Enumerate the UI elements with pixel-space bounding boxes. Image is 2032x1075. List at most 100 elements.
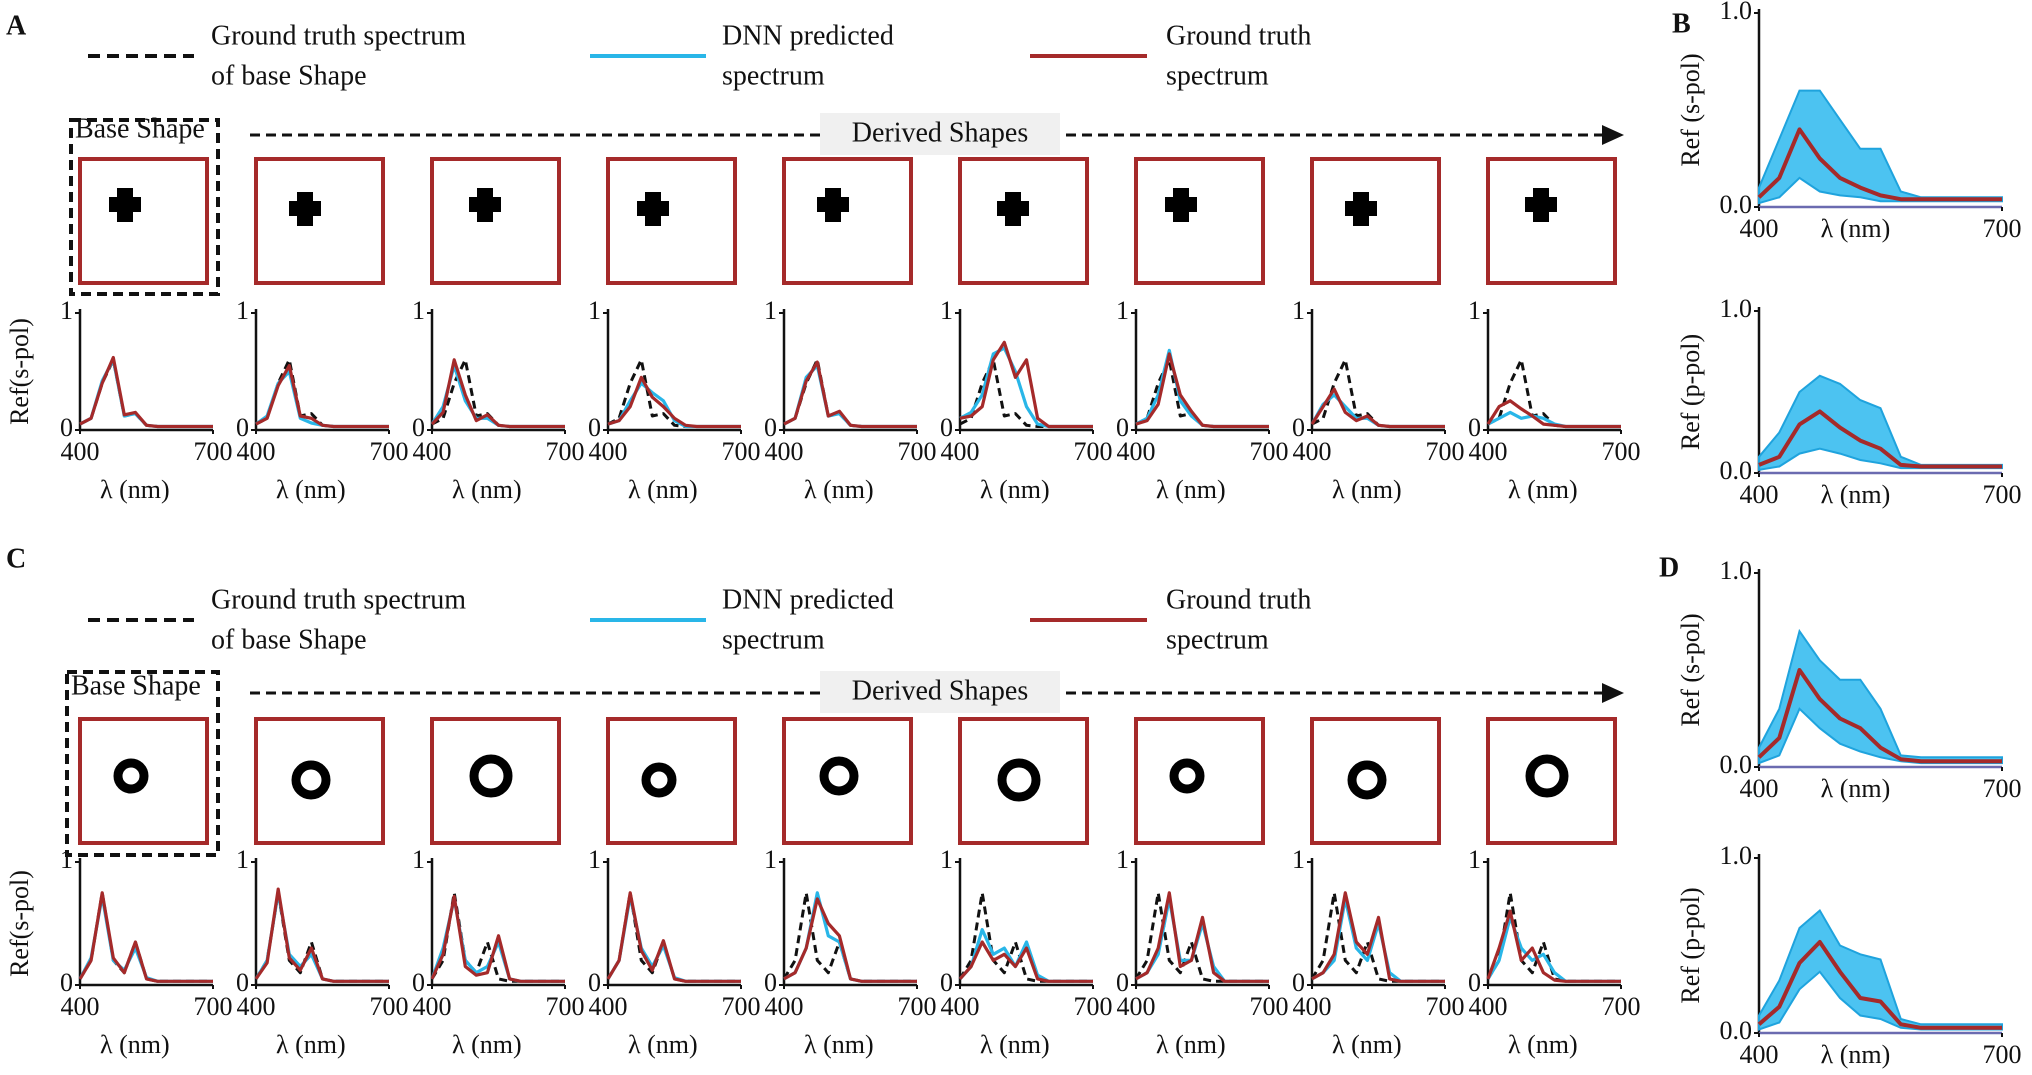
band-area — [1758, 628, 2003, 765]
x-tick-label: 700 — [1250, 437, 1289, 466]
x-tick-label: 400 — [1293, 437, 1332, 466]
y-axis-label: Ref(s-pol) — [5, 318, 34, 425]
series-line — [1310, 393, 1445, 429]
shape-frame — [254, 157, 385, 285]
panel-label: C — [6, 543, 26, 574]
y-tick-label: 0 — [1468, 413, 1481, 442]
x-tick-label: 700 — [1602, 992, 1641, 1021]
series-line — [430, 358, 565, 429]
y-tick-label: 0 — [940, 413, 953, 442]
x-axis-label: λ (nm) — [1821, 1040, 1891, 1069]
legend-label: spectrum — [722, 60, 825, 91]
shape-frame — [1486, 717, 1617, 845]
y-tick-label: 1 — [764, 296, 777, 325]
shape-blob — [997, 201, 1029, 216]
x-tick-label: 700 — [1426, 437, 1465, 466]
y-tick-label: 0.0 — [1720, 1016, 1753, 1045]
y-tick-label: 0 — [236, 968, 249, 997]
y-tick-label: 0 — [1116, 413, 1129, 442]
series-line — [959, 340, 1093, 429]
series-line — [1486, 909, 1621, 983]
shape-frame — [958, 157, 1089, 285]
x-axis-label: λ (nm) — [980, 475, 1050, 504]
derived-label-bg — [820, 113, 1060, 155]
x-tick-label: 400 — [589, 992, 628, 1021]
y-tick-label: 0 — [764, 968, 777, 997]
x-axis-label: λ (nm) — [100, 1030, 170, 1059]
mean-line — [1757, 940, 2002, 1030]
x-axis-label: λ (nm) — [100, 475, 170, 504]
y-tick-label: 1 — [60, 845, 73, 874]
shape-frame — [958, 717, 1089, 845]
legend-label: of base Shape — [211, 624, 367, 655]
series-line — [79, 355, 213, 429]
x-axis-label: λ (nm) — [1508, 475, 1578, 504]
series-line — [254, 887, 389, 983]
x-tick-label: 400 — [1117, 437, 1156, 466]
x-tick-label: 700 — [1983, 1040, 2022, 1069]
shape-ring — [997, 758, 1041, 802]
shape-blob — [1165, 197, 1197, 212]
shape-ring — [1169, 758, 1205, 794]
series-line — [1310, 891, 1445, 983]
shape-blob — [1525, 197, 1557, 212]
y-tick-label: 1 — [1116, 296, 1129, 325]
shape-frame — [430, 157, 561, 285]
legend-label: DNN predicted — [722, 584, 894, 615]
shape-frame — [1310, 157, 1441, 285]
series-line — [783, 891, 917, 983]
x-tick-label: 400 — [941, 437, 980, 466]
y-tick-label: 0.0 — [1720, 456, 1753, 485]
base-shape-frame — [69, 118, 220, 296]
mean-line — [1757, 668, 2002, 764]
shape-frame — [606, 717, 737, 845]
legend-label: spectrum — [1166, 60, 1269, 91]
y-tick-label: 0.0 — [1720, 190, 1753, 219]
x-tick-label: 400 — [61, 437, 100, 466]
x-axis-label: λ (nm) — [1332, 1030, 1402, 1059]
derived-label-bg — [820, 671, 1060, 713]
x-tick-label: 400 — [765, 992, 804, 1021]
y-tick-label: 0.0 — [1720, 750, 1753, 779]
series-line — [430, 894, 565, 983]
series-line — [607, 375, 741, 429]
series-line — [958, 940, 1093, 983]
series-line — [783, 897, 917, 983]
y-tick-label: 0 — [60, 413, 73, 442]
x-tick-label: 700 — [370, 437, 409, 466]
series-line — [1486, 399, 1621, 429]
series-line — [1135, 891, 1269, 983]
x-axis-label: λ (nm) — [1821, 214, 1891, 243]
x-tick-label: 700 — [1983, 214, 2022, 243]
series-line — [1310, 387, 1445, 429]
x-tick-label: 700 — [1074, 437, 1113, 466]
x-axis-label: λ (nm) — [1156, 475, 1226, 504]
y-tick-label: 1 — [60, 296, 73, 325]
base-shape-frame — [65, 670, 220, 857]
y-tick-label: 1 — [588, 845, 601, 874]
y-tick-label: 1 — [940, 845, 953, 874]
shape-frame — [78, 157, 209, 285]
shape-ring — [641, 762, 677, 798]
series-line — [1486, 915, 1621, 983]
y-tick-label: 0 — [588, 968, 601, 997]
series-line — [607, 358, 741, 428]
x-tick-label: 700 — [194, 437, 233, 466]
x-tick-label: 400 — [1469, 437, 1508, 466]
y-tick-label: 0 — [1292, 413, 1305, 442]
x-tick-label: 400 — [237, 437, 276, 466]
shape-frame — [1310, 717, 1441, 845]
shape-blob — [817, 197, 849, 212]
shape-ring — [469, 754, 513, 798]
y-tick-label: 1 — [588, 296, 601, 325]
x-tick-label: 400 — [61, 992, 100, 1021]
mean-line — [1757, 127, 2002, 202]
x-tick-label: 400 — [1740, 214, 1779, 243]
x-tick-label: 400 — [1117, 992, 1156, 1021]
legend-label: of base Shape — [211, 60, 367, 91]
x-tick-label: 400 — [413, 437, 452, 466]
y-tick-label: 1 — [940, 296, 953, 325]
x-tick-label: 700 — [1602, 437, 1641, 466]
y-tick-label: 0 — [1468, 968, 1481, 997]
y-tick-label: 0 — [940, 968, 953, 997]
